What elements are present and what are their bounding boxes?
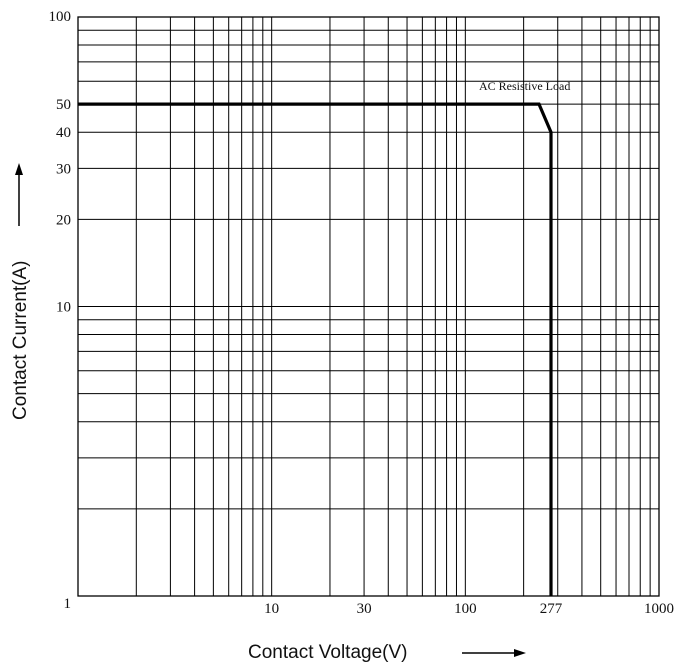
grid [77,16,660,597]
x-tick-label: 100 [454,601,477,617]
y-tick-label: 100 [49,9,72,25]
y-tick-label: 1 [64,596,72,612]
y-tick-label: 50 [56,97,71,113]
y-tick-label: 20 [56,212,71,228]
y-axis-arrow [15,163,23,226]
x-tick-label: 30 [357,601,372,617]
x-axis-arrow [462,649,526,657]
y-tick-label: 30 [56,161,71,177]
series-line-ac-resistive-load [78,102,553,596]
x-axis-title: Contact Voltage(V) [248,642,407,663]
plot-frame [77,16,660,597]
y-tick-label: 10 [56,300,71,316]
x-tick-label: 10 [264,601,279,617]
x-tick-label: 277 [540,601,563,617]
annotation-ac-resistive-load: AC Resistive Load [479,79,570,93]
tick-labels: 10 30 100 277 1000 1 10 20 30 40 50 100 [49,9,675,617]
series-layer [78,102,553,596]
y-tick-label: 40 [56,125,71,141]
x-tick-label: 1000 [644,601,674,617]
y-axis-title: Contact Current(A) [10,261,31,420]
